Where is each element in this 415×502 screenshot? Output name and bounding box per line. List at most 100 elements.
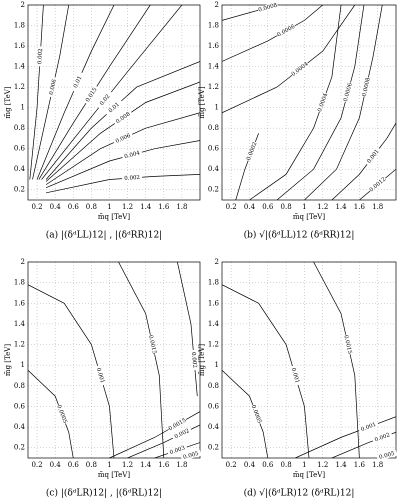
label-bg <box>55 403 69 425</box>
x-tick-label: 1 <box>302 203 306 211</box>
x-tick-label: 0.2 <box>31 203 42 211</box>
contour-label: 0.006 <box>115 133 132 145</box>
caption: (c) |(δᵈLR)12| , |(δᵈRL)12| <box>46 488 162 499</box>
label-bg <box>371 431 393 444</box>
y-axis-label: m̃g [TeV] <box>3 344 12 376</box>
contour-label: 0.0012 <box>369 176 388 193</box>
y-tick-label: 2 <box>215 258 219 266</box>
label-bg <box>290 60 310 78</box>
contour-label: 0.0005 <box>250 404 263 425</box>
x-tick-label: 1 <box>107 203 111 211</box>
contour-label: 0.0002 <box>246 141 258 161</box>
label-bg <box>368 175 388 194</box>
label-bg <box>167 416 188 433</box>
label-bg <box>275 23 297 39</box>
y-tick-label: 1.4 <box>14 63 26 71</box>
contour-line <box>177 262 198 397</box>
x-tick-label: 1.4 <box>140 203 152 211</box>
contour-line <box>118 262 165 458</box>
contour-line <box>222 5 323 62</box>
x-tick-label: 0.4 <box>244 461 256 469</box>
y-tick-label: 1.8 <box>208 279 219 287</box>
contour-label: 0.0004 <box>317 92 329 113</box>
x-tick-label: 0.8 <box>281 203 292 211</box>
caption: (b) √|(δᵈLL)12 (δᵈRR)12| <box>244 230 355 241</box>
x-axis-label: m̃q [TeV] <box>98 470 130 479</box>
contour-line <box>222 370 269 458</box>
contour-label: 0.0015 <box>147 335 157 356</box>
contour-line <box>304 5 383 200</box>
x-tick-label: 0.2 <box>226 461 237 469</box>
y-tick-label: 1.4 <box>208 320 220 328</box>
y-tick-label: 2 <box>21 1 25 9</box>
x-tick-label: 0.4 <box>244 203 256 211</box>
contour-label: 0.004 <box>124 150 141 160</box>
contour-label: 0.005 <box>379 451 396 461</box>
label-bg <box>94 365 107 386</box>
x-tick-label: 0.8 <box>281 461 292 469</box>
x-tick-label: 0.2 <box>31 461 42 469</box>
x-tick-label: 1.2 <box>122 461 133 469</box>
x-tick-label: 1.2 <box>122 203 133 211</box>
y-tick-label: 0.4 <box>208 423 220 431</box>
label-bg <box>171 426 193 441</box>
x-tick-label: 0.6 <box>68 461 80 469</box>
y-tick-label: 1.4 <box>14 320 26 328</box>
label-bg <box>316 92 329 113</box>
label-bg <box>36 46 44 67</box>
x-tick-label: 1.8 <box>372 461 383 469</box>
y-tick-label: 1.6 <box>208 42 220 50</box>
label-bg <box>96 90 114 110</box>
plot-frame <box>221 4 397 201</box>
y-tick-label: 0.8 <box>208 124 219 132</box>
y-tick-label: 0.6 <box>14 402 26 410</box>
contour-line <box>29 5 44 180</box>
contour-label: 0.003 <box>169 445 186 456</box>
label-bg <box>289 365 301 386</box>
contour-label: 0.0008 <box>258 2 279 13</box>
y-axis-label: m̃g [TeV] <box>3 86 12 118</box>
label-bg <box>113 109 134 126</box>
x-tick-label: 0.8 <box>86 203 97 211</box>
x-tick-label: 1.6 <box>158 203 170 211</box>
x-tick-label: 1 <box>302 461 306 469</box>
label-bg <box>342 81 354 103</box>
y-tick-label: 0.2 <box>208 186 219 194</box>
y-tick-label: 0.4 <box>208 165 220 173</box>
contour-line <box>249 5 342 200</box>
caption: (a) |(δᵈLL)12| , |(δᵈRR)12| <box>46 230 162 241</box>
label-bg <box>190 349 198 371</box>
contour-label: 0.0008 <box>362 77 372 98</box>
x-tick-label: 0.6 <box>262 203 274 211</box>
y-tick-label: 2 <box>21 258 25 266</box>
x-tick-label: 1.8 <box>372 203 383 211</box>
label-bg <box>71 71 85 93</box>
y-tick-label: 1 <box>21 361 25 369</box>
y-tick-label: 0.6 <box>208 145 220 153</box>
y-tick-label: 1.2 <box>208 83 219 91</box>
y-tick-label: 1.8 <box>14 22 25 30</box>
x-tick-label: 0.6 <box>262 461 274 469</box>
y-tick-label: 0.6 <box>208 402 220 410</box>
x-tick-label: 1.6 <box>354 203 366 211</box>
label-bg <box>257 1 279 14</box>
contour-line <box>331 122 396 200</box>
x-tick-label: 1.4 <box>335 203 347 211</box>
y-tick-label: 2 <box>215 1 219 9</box>
y-tick-label: 0.4 <box>14 423 26 431</box>
contour-label: 0.001 <box>366 149 380 165</box>
contour-label: 0.0005 <box>55 404 68 425</box>
label-bg <box>83 84 100 105</box>
x-tick-label: 1.4 <box>335 461 347 469</box>
y-axis-label: m̃g [TeV] <box>197 86 206 118</box>
x-tick-label: 1.8 <box>176 203 187 211</box>
label-bg <box>361 76 372 98</box>
y-tick-label: 1.6 <box>208 299 220 307</box>
contour-label: 0.0015 <box>342 335 352 356</box>
x-tick-label: 1.2 <box>317 203 328 211</box>
y-tick-label: 1.2 <box>14 83 25 91</box>
x-tick-label: 1.8 <box>176 461 187 469</box>
contour-line <box>45 112 200 185</box>
contour-label: 0.002 <box>174 428 191 440</box>
